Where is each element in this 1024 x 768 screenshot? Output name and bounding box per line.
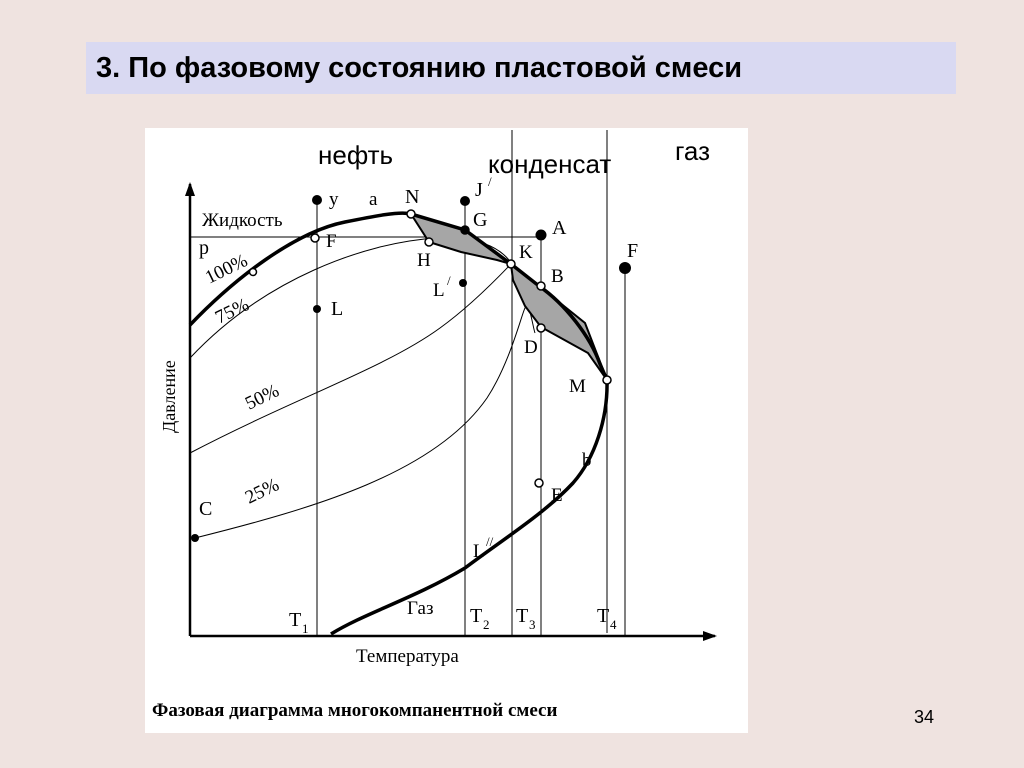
point-N	[406, 209, 416, 219]
point-B	[536, 281, 546, 291]
point-L	[313, 305, 321, 313]
quality-line-50	[189, 263, 512, 454]
point-F-gas	[619, 262, 631, 274]
bubble-point-curve	[188, 211, 513, 327]
y-axis-label: Давление	[159, 360, 179, 433]
point-A	[535, 229, 547, 241]
point-D	[536, 323, 546, 333]
label-t1-sub: 1	[302, 621, 309, 636]
point-G	[460, 225, 470, 235]
percent-50-label: 50%	[242, 380, 283, 414]
label-N: N	[405, 186, 419, 208]
label-t2: T	[470, 605, 482, 627]
point-100-marker	[248, 267, 258, 277]
label-F-liquid: F	[326, 231, 337, 252]
x-axis-label: Температура	[356, 646, 459, 667]
label-D: D	[524, 337, 538, 358]
dew-point-curve	[330, 262, 609, 636]
phase-diagram-svg: нефть конденсат газ Жидкость Газ 100% 75…	[152, 130, 717, 721]
point-E	[534, 478, 544, 488]
label-L-prime-mark: /	[447, 273, 451, 288]
label-t4: T	[597, 605, 609, 627]
label-t2-sub: 2	[483, 617, 490, 632]
label-t4-sub: 4	[610, 617, 617, 632]
label-J-prime: /	[488, 174, 492, 189]
label-a: a	[369, 189, 378, 210]
label-t3: T	[516, 605, 528, 627]
slide-title: 3. По фазовому состоянию пластовой смеси	[96, 51, 743, 84]
phase-diagram-figure: нефть конденсат газ Жидкость Газ 100% 75…	[145, 128, 748, 733]
point-C	[191, 534, 199, 542]
label-b: b	[582, 450, 592, 471]
quality-line-25	[194, 305, 536, 539]
label-G: G	[473, 209, 487, 231]
label-L-double-prime-mark: //	[486, 534, 494, 549]
region-condensate-label: конденсат	[488, 149, 611, 179]
point-M	[602, 375, 612, 385]
label-t3-sub: 3	[529, 617, 536, 632]
label-L-prime: L	[433, 280, 445, 301]
label-A: A	[552, 217, 567, 239]
region-gas-label: газ	[675, 136, 710, 166]
point-F-liquid	[310, 233, 320, 243]
label-M: M	[569, 376, 586, 397]
page-number: 34	[914, 707, 935, 727]
percent-25-label: 25%	[242, 474, 283, 508]
label-F-gas: F	[627, 240, 638, 262]
label-K: K	[519, 242, 533, 263]
percent-100-label: 100%	[202, 250, 251, 288]
label-B: B	[551, 266, 564, 287]
label-y: y	[329, 189, 339, 210]
liquid-label: Жидкость	[202, 210, 283, 231]
quality-line-75	[189, 237, 513, 359]
label-p: p	[199, 237, 209, 259]
label-C: C	[199, 498, 212, 520]
point-L-prime	[459, 279, 467, 287]
point-H	[424, 237, 434, 247]
label-t1: T	[289, 609, 301, 631]
label-J: J	[475, 179, 483, 201]
title-bar: 3. По фазовому состоянию пластовой смеси	[86, 42, 956, 94]
point-K	[506, 259, 516, 269]
label-L: L	[331, 298, 343, 320]
label-L-double-prime: L	[473, 541, 485, 562]
point-y	[312, 195, 322, 205]
gas-phase-label: Газ	[407, 598, 433, 619]
label-E: E	[551, 485, 563, 506]
label-H: H	[417, 250, 431, 271]
diagram-caption: Фазовая диаграмма многокомпанентной смес…	[152, 700, 557, 721]
point-J	[460, 196, 470, 206]
region-oil-label: нефть	[318, 140, 393, 170]
